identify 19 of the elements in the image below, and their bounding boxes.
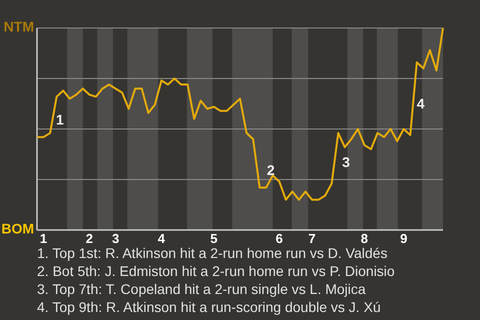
- x-tick-label: 9: [400, 231, 408, 246]
- x-tick-label: 6: [276, 231, 283, 246]
- x-tick-label: 3: [112, 231, 120, 246]
- annotation: 2: [266, 162, 275, 178]
- text: 2. Bot 5th: J. Edmiston hit a 2-run home run vs P. Dionisio: [37, 263, 395, 279]
- x-tick-label: 2: [86, 231, 94, 246]
- x-tick-label: 4: [158, 231, 166, 246]
- x-tick-label: 5: [210, 231, 218, 246]
- x-tick-label: 8: [360, 231, 368, 246]
- text: 4. Top 9th: R. Atkinson hit a run-scoring double vs J. Xú: [37, 299, 381, 315]
- x-tick-label: 1: [40, 231, 48, 246]
- x-tick-label: 7: [308, 231, 316, 246]
- text: 1. Top 1st: R. Atkinson hit a 2-run home run vs D. Valdés: [37, 245, 388, 261]
- text: 3. Top 7th: T. Copeland hit a 2-run single vs L. Mojica: [37, 281, 366, 297]
- text: BOM: [1, 220, 34, 237]
- annotation: 1: [56, 112, 64, 128]
- text: NTM: [4, 18, 34, 35]
- annotation: 3: [342, 154, 350, 170]
- annotation: 4: [416, 95, 425, 112]
